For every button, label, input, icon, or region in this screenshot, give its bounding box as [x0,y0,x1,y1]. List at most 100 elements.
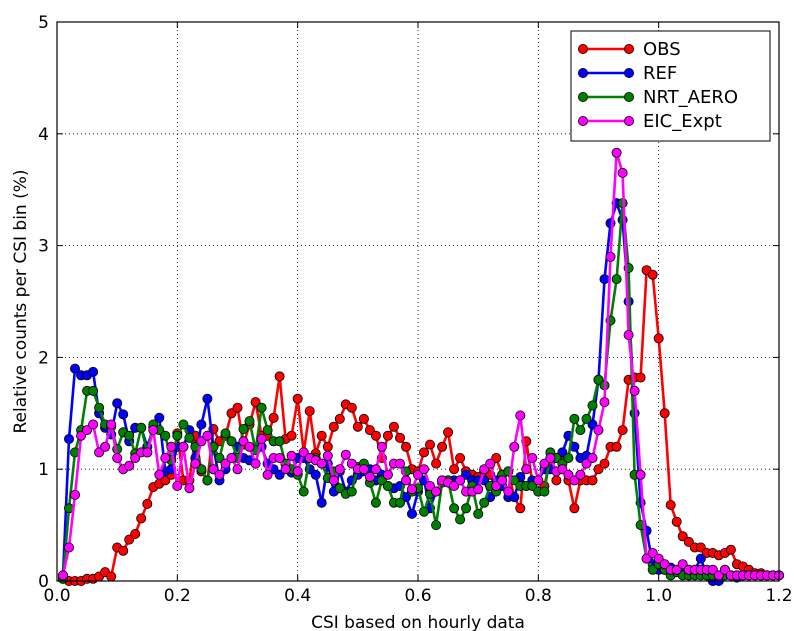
data-point [292,393,303,404]
data-point [190,458,201,469]
data-point [400,475,411,486]
data-point [629,385,640,396]
data-point [322,450,333,461]
x-tick-label: 1.0 [645,586,672,606]
data-point [659,408,670,419]
legend-marker [624,44,635,55]
data-point [232,402,243,413]
data-point [310,469,321,480]
data-point [106,571,117,582]
data-point [533,475,544,486]
data-point [70,363,81,374]
legend-marker [578,68,589,79]
data-point [346,486,357,497]
data-point [262,469,273,480]
series-layer [58,147,785,587]
data-point [376,441,387,452]
x-tick-label: 0.2 [164,586,191,606]
data-point [226,436,237,447]
data-point [370,430,381,441]
data-point [100,441,111,452]
data-point [88,366,99,377]
data-point [136,422,147,433]
data-point [455,475,466,486]
data-point [298,486,309,497]
y-tick-label: 1 [38,460,49,480]
legend-marker [624,92,635,103]
data-point [58,570,69,581]
x-tick-label: 0.4 [284,586,311,606]
legend-label: OBS [643,39,681,60]
data-point [617,425,628,436]
legend-label: NRT_AERO [643,87,738,108]
data-point [316,458,327,469]
data-point [611,274,622,285]
data-point [575,425,586,436]
data-point [172,430,183,441]
data-point [418,464,429,475]
data-point [304,406,315,417]
data-point [611,441,622,452]
data-point [358,413,369,424]
data-point [196,419,207,430]
data-point [455,514,466,525]
data-point [172,480,183,491]
data-point [166,441,177,452]
data-point [346,402,357,413]
data-point [653,333,664,344]
data-point [130,529,141,540]
x-axis-label: CSI based on hourly data [311,613,525,631]
data-point [599,397,610,408]
data-point [551,475,562,486]
data-point [208,464,219,475]
data-point [449,503,460,514]
data-point [184,483,195,494]
data-point [635,469,646,480]
data-point [292,466,303,477]
legend-label: REF [643,63,677,84]
data-point [394,432,405,443]
data-point [641,553,652,564]
data-point [515,503,526,514]
data-point [431,458,442,469]
data-point [617,167,628,178]
data-point [256,433,267,444]
data-point [388,421,399,432]
data-point [118,409,129,420]
data-point [400,441,411,452]
data-point [286,450,297,461]
data-point [160,452,171,463]
data-point [431,520,442,531]
data-point [593,425,604,436]
series-line [62,268,779,583]
data-point [394,458,405,469]
data-point [334,464,345,475]
legend-label: EIC_Expt [643,111,722,132]
data-point [665,499,676,510]
y-tick-label: 3 [38,237,49,257]
data-point [226,452,237,463]
data-point [635,372,646,383]
data-point [274,371,285,382]
data-point [238,423,249,434]
data-point [178,419,189,430]
data-point [214,469,225,480]
data-point [509,441,520,452]
data-point [274,436,285,447]
x-tick-label: 0.8 [525,586,552,606]
data-point [370,497,381,508]
data-point [647,269,658,280]
data-point [382,469,393,480]
data-point [563,452,574,463]
data-point [671,516,682,527]
data-point [70,489,81,500]
data-point [328,421,339,432]
data-point [418,506,429,517]
data-point [370,464,381,475]
data-point [202,393,213,404]
data-point [479,497,490,508]
data-point [118,545,129,556]
data-point [154,412,165,423]
data-point [424,439,435,450]
y-tick-label: 2 [38,348,49,368]
